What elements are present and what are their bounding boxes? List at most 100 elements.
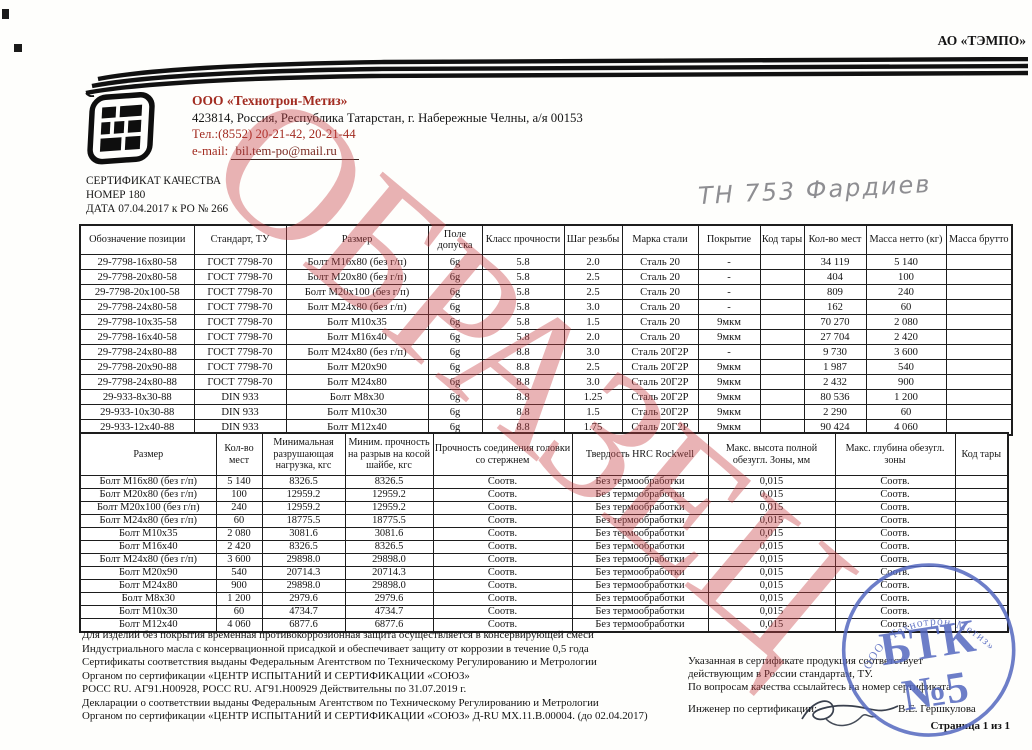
footer-compliance-note: Указанная в сертификате продукция соотве… (688, 655, 1018, 694)
table-cell: 60 (215, 514, 263, 528)
table-cell (759, 374, 805, 390)
table-row: 29-7798-10x35-58 ГОСТ 7798-70 Болт М10х35 6… (79, 314, 1013, 330)
company-info-block: ООО «Технотрон-Метиз» 423814, Россия, Ре… (192, 93, 583, 160)
table-cell: 29-7798-24x80-58 (79, 299, 195, 315)
table-cell: 6g (427, 314, 483, 330)
table-cell: 29898.0 (344, 553, 434, 567)
scan-artifact (14, 44, 22, 52)
positions-table-body: 29-7798-16x80-58 ГОСТ 7798-70 Болт М16х80 … (79, 254, 1013, 436)
table-cell: 6g (427, 344, 483, 360)
text-line: РОСС RU. АГ91.Н00928, РОСС RU. АГ91.Н009… (82, 683, 467, 695)
column-header: Макс. высота полной обезугл. Зоны, мм (707, 432, 836, 476)
table-cell: 2 080 (215, 527, 263, 541)
table-cell (945, 284, 1013, 300)
table-row: Болт М20х90 540 20714.3 20714.3 Соотв. Без те… (79, 566, 1009, 580)
table-cell: 2 420 (865, 329, 947, 345)
table-cell: 8.8 (481, 344, 565, 360)
table-cell: 8326.5 (344, 540, 434, 554)
table-cell: 1 987 (803, 359, 867, 375)
table-cell: 6g (427, 284, 483, 300)
table-cell: 9 730 (803, 344, 867, 360)
table-cell: - (697, 284, 761, 300)
table-cell: 162 (803, 299, 867, 315)
table-cell: 60 (865, 299, 947, 315)
table-cell: 5 140 (215, 475, 263, 489)
email-address[interactable]: bil.tem-po@mail.ru (231, 143, 359, 160)
text-line: Индустриального масла с консервационной … (82, 642, 589, 655)
table-cell: Без термообработки (571, 475, 709, 489)
table-cell: 809 (803, 284, 867, 300)
table-cell: 34 119 (803, 254, 867, 270)
table-cell: 2.0 (563, 254, 623, 270)
table-cell: Болт М10х35 (285, 314, 429, 330)
table-cell: Сталь 20Г2Р (621, 344, 699, 360)
column-header: Размер (79, 432, 217, 476)
table-cell: Болт М10х30 (79, 605, 217, 619)
table-cell: Соотв. (432, 566, 573, 580)
table-cell: 9мкм (697, 389, 761, 405)
table-row: 29-7798-20x90-88 ГОСТ 7798-70 Болт М20х90 6… (79, 359, 1013, 375)
table-cell: 2 080 (865, 314, 947, 330)
table-cell: 5.8 (481, 284, 565, 300)
table-cell: 4734.7 (261, 605, 346, 619)
table-cell: 29-7798-10x35-58 (79, 314, 195, 330)
column-header: Покрытие (697, 224, 761, 255)
table-cell: ГОСТ 7798-70 (193, 254, 287, 270)
table-row: Болт М24х80 (без г/п) 60 18775.5 18775.5 Соо… (79, 514, 1009, 528)
table-cell: 3.0 (563, 374, 623, 390)
table-cell: 9мкм (697, 404, 761, 420)
table-cell: 12959.2 (344, 501, 434, 515)
text-line: Органом по сертификации «ЦЕНТР ИСПЫТАНИЙ… (82, 710, 648, 722)
text-line: Указанная в сертификате продукция соотве… (688, 655, 923, 667)
table-row: Болт М10х30 60 4734.7 4734.7 Соотв. Без термо… (79, 605, 1009, 619)
table-cell (954, 592, 1009, 606)
table-cell: 5.8 (481, 329, 565, 345)
table-cell: Соотв. (432, 592, 573, 606)
table-cell: 3 600 (865, 344, 947, 360)
table-cell: 2 420 (215, 540, 263, 554)
table-cell: 29-933-10x30-88 (79, 404, 195, 420)
table-cell: ГОСТ 7798-70 (193, 284, 287, 300)
table-cell: 5.8 (481, 314, 565, 330)
table-cell: Болт М24х80 (79, 579, 217, 593)
table-cell: 2.0 (563, 329, 623, 345)
table-cell: Болт М16х40 (79, 540, 217, 554)
company-logo (87, 92, 155, 165)
table-cell: Без термообработки (571, 553, 709, 567)
table-row: 29-7798-20x100-58 ГОСТ 7798-70 Болт М20х10… (79, 284, 1013, 300)
table-cell (759, 269, 805, 285)
certificate-title-block: СЕРТИФИКАТ КАЧЕСТВА НОМЕР 180 ДАТА 07.04… (86, 175, 228, 216)
table-cell (759, 299, 805, 315)
table-cell: 3081.6 (261, 527, 346, 541)
table-cell: Без термообработки (571, 579, 709, 593)
table-cell: ГОСТ 7798-70 (193, 314, 287, 330)
table-cell: Без термообработки (571, 488, 709, 502)
table-cell: 3.0 (563, 344, 623, 360)
table-cell: Без термообработки (571, 566, 709, 580)
mechanical-table-body: Болт М16х80 (без г/п) 5 140 8326.5 8326.5 Со… (79, 475, 1009, 633)
scan-artifact (2, 9, 9, 19)
table-cell: 20714.3 (261, 566, 346, 580)
table-cell: 1 200 (865, 389, 947, 405)
table-cell: Болт М20х80 (без г/п) (285, 269, 429, 285)
table-cell: 29898.0 (344, 579, 434, 593)
certificate-number: НОМЕР 180 (86, 188, 146, 201)
table-cell: ГОСТ 7798-70 (193, 359, 287, 375)
table-row: Болт М20х80 (без г/п) 100 12959.2 12959.2 Со… (79, 488, 1009, 502)
table-cell: 29-7798-16x40-58 (79, 329, 195, 345)
table-cell: 6g (427, 374, 483, 390)
table-cell: Болт М20х90 (79, 566, 217, 580)
table-cell: 240 (865, 284, 947, 300)
table-cell: 20714.3 (344, 566, 434, 580)
text-line: Сертификаты соответствия выданы Федераль… (82, 656, 597, 668)
table-row: Болт М8х30 1 200 2979.6 2979.6 Соотв. Без тер… (79, 592, 1009, 606)
company-phone: Тел.:(8552) 20-21-42, 20-21-44 (192, 127, 356, 141)
table-row: Болт М24х80 (без г/п) 3 600 29898.0 29898.0… (79, 553, 1009, 567)
table-cell: 5.8 (481, 269, 565, 285)
table-cell: Болт М10х35 (79, 527, 217, 541)
table-cell: Без термообработки (571, 605, 709, 619)
table-row: 29-933-8x30-88 DIN 933 Болт М8х30 6g 8.8 1.25… (79, 389, 1013, 405)
table-row: 29-933-10x30-88 DIN 933 Болт М10х30 6g 8.8 1.… (79, 404, 1013, 420)
text-line: Для изделий без покрытия временная проти… (82, 629, 594, 641)
table-cell: 4734.7 (344, 605, 434, 619)
